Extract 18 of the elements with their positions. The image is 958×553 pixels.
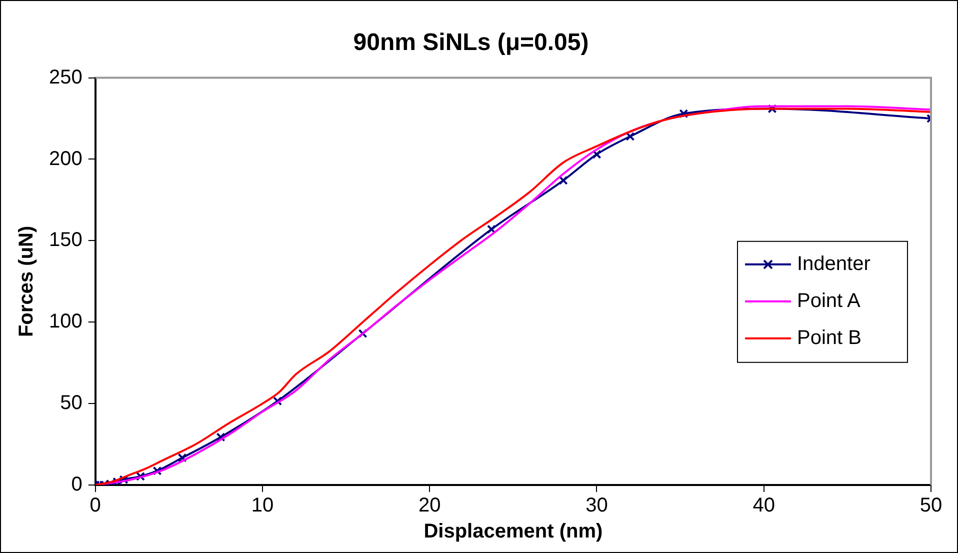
x-tick-label: 20 [418, 494, 441, 517]
y-tick-label: 250 [48, 66, 82, 88]
legend-label: Point A [797, 290, 862, 312]
y-tick-label: 50 [60, 392, 82, 414]
x-tick-label: 10 [251, 494, 274, 517]
legend-label: Point B [797, 326, 862, 349]
x-tick-label: 50 [920, 494, 942, 517]
y-tick-label: 200 [48, 148, 82, 170]
x-tick-label: 0 [90, 494, 101, 517]
y-tick-label: 0 [71, 474, 82, 496]
legend-label: Indenter [797, 252, 871, 275]
x-tick-label: 30 [586, 494, 608, 517]
x-axis-title: Displacement (nm) [424, 520, 603, 543]
y-tick-label: 150 [48, 229, 82, 252]
chart-title: 90nm SiNLs (μ=0.05) [353, 29, 589, 56]
y-axis-title: Forces (uN) [16, 226, 38, 337]
x-tick-label: 40 [752, 494, 775, 517]
y-tick-label: 100 [48, 310, 82, 333]
